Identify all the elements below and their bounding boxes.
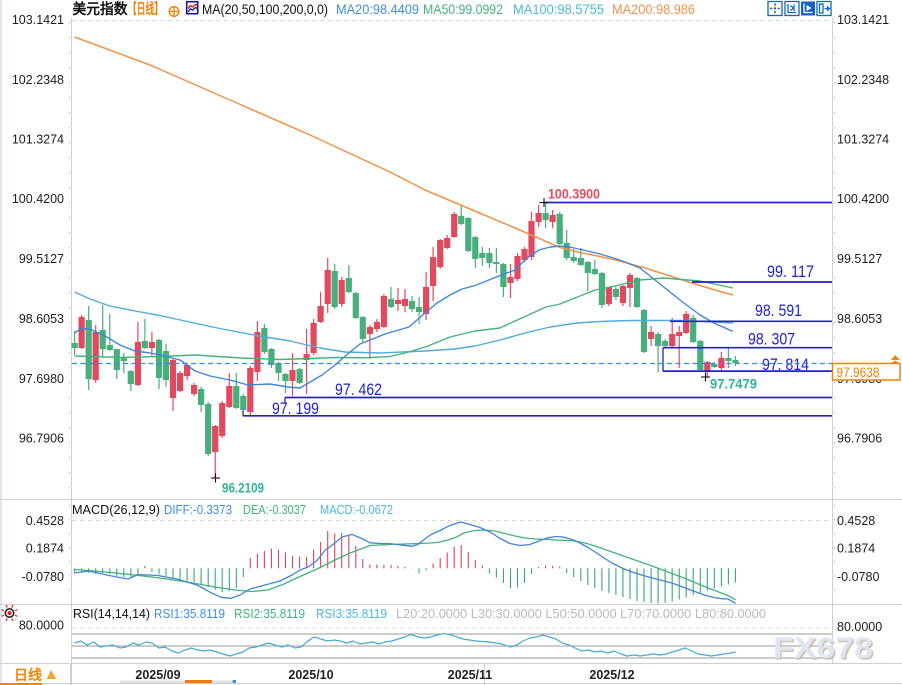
svg-text:-0.0780: -0.0780 bbox=[837, 570, 879, 584]
svg-text:MACD(26,12,9): MACD(26,12,9) bbox=[72, 502, 160, 517]
svg-text:2025/12: 2025/12 bbox=[589, 668, 634, 682]
svg-text:L20:20.0000 L30:30.0000 L50:: L20:20.0000 L30:30.0000 L50:50.0000 L70:… bbox=[396, 606, 766, 621]
svg-text:100.3900: 100.3900 bbox=[548, 187, 600, 202]
svg-text:80.0000: 80.0000 bbox=[837, 620, 882, 634]
svg-text:103.1421: 103.1421 bbox=[837, 13, 889, 27]
svg-text:98. 307: 98. 307 bbox=[748, 331, 795, 349]
svg-text:2025/09: 2025/09 bbox=[135, 668, 180, 682]
svg-text:99. 117: 99. 117 bbox=[767, 263, 814, 281]
svg-text:96.2109: 96.2109 bbox=[222, 481, 264, 496]
svg-text:102.2348: 102.2348 bbox=[837, 73, 889, 87]
svg-text:MA200:98.986: MA200:98.986 bbox=[612, 2, 695, 17]
svg-text:FX678: FX678 bbox=[775, 634, 875, 667]
svg-text:97.6980: 97.6980 bbox=[19, 372, 64, 386]
svg-text:RSI2:35.8119: RSI2:35.8119 bbox=[234, 606, 305, 621]
svg-text:97.7479: 97.7479 bbox=[710, 377, 757, 392]
svg-text:MA20:98.4409: MA20:98.4409 bbox=[336, 2, 419, 17]
svg-text:2025/11: 2025/11 bbox=[448, 668, 493, 682]
svg-text:101.3274: 101.3274 bbox=[837, 133, 889, 147]
svg-text:日线: 日线 bbox=[14, 667, 42, 683]
svg-text:0.4528: 0.4528 bbox=[837, 514, 875, 528]
svg-text:100.4200: 100.4200 bbox=[837, 192, 889, 206]
svg-text:RSI(14,14,14): RSI(14,14,14) bbox=[73, 606, 150, 621]
svg-text:97. 814: 97. 814 bbox=[762, 356, 809, 374]
svg-text:99.5127: 99.5127 bbox=[837, 252, 882, 266]
svg-text:97. 199: 97. 199 bbox=[272, 400, 319, 418]
svg-text:98.6053: 98.6053 bbox=[837, 312, 882, 326]
svg-text:103.1421: 103.1421 bbox=[12, 13, 64, 27]
svg-text:2025/10: 2025/10 bbox=[288, 668, 333, 682]
svg-text:98. 591: 98. 591 bbox=[755, 302, 802, 320]
svg-text:FX678: FX678 bbox=[773, 632, 873, 665]
svg-text:98.6053: 98.6053 bbox=[19, 312, 64, 326]
svg-text:RSI1:35.8119: RSI1:35.8119 bbox=[154, 606, 225, 621]
svg-text:MACD:-0.0672: MACD:-0.0672 bbox=[320, 502, 393, 517]
svg-text:-0.0780: -0.0780 bbox=[22, 570, 64, 584]
svg-text:0.1874: 0.1874 bbox=[26, 542, 64, 556]
svg-text:101.3274: 101.3274 bbox=[12, 133, 64, 147]
svg-text:MA100:98.5755: MA100:98.5755 bbox=[513, 2, 604, 17]
svg-text:100.4200: 100.4200 bbox=[12, 192, 64, 206]
svg-text:96.7906: 96.7906 bbox=[837, 432, 882, 446]
svg-text:97.9638: 97.9638 bbox=[837, 365, 880, 380]
svg-text:99.5127: 99.5127 bbox=[19, 252, 64, 266]
svg-text:0.4528: 0.4528 bbox=[26, 514, 64, 528]
svg-text:MA(20,50,100,200,0,0): MA(20,50,100,200,0,0) bbox=[202, 2, 328, 17]
svg-text:美元指数: 美元指数 bbox=[73, 0, 128, 18]
svg-text:96.7906: 96.7906 bbox=[19, 432, 64, 446]
svg-text:0.1874: 0.1874 bbox=[837, 542, 875, 556]
svg-text:80.0000: 80.0000 bbox=[19, 619, 64, 633]
svg-text:102.2348: 102.2348 bbox=[12, 73, 64, 87]
svg-text:DIFF:-0.3373: DIFF:-0.3373 bbox=[164, 502, 232, 517]
svg-text:RSI3:35.8119: RSI3:35.8119 bbox=[316, 606, 387, 621]
svg-text:97. 462: 97. 462 bbox=[335, 381, 382, 399]
svg-text:DEA:-0.3037: DEA:-0.3037 bbox=[243, 502, 306, 517]
svg-text:【日线】: 【日线】 bbox=[128, 0, 163, 18]
svg-text:MA50:99.0992: MA50:99.0992 bbox=[423, 2, 503, 17]
